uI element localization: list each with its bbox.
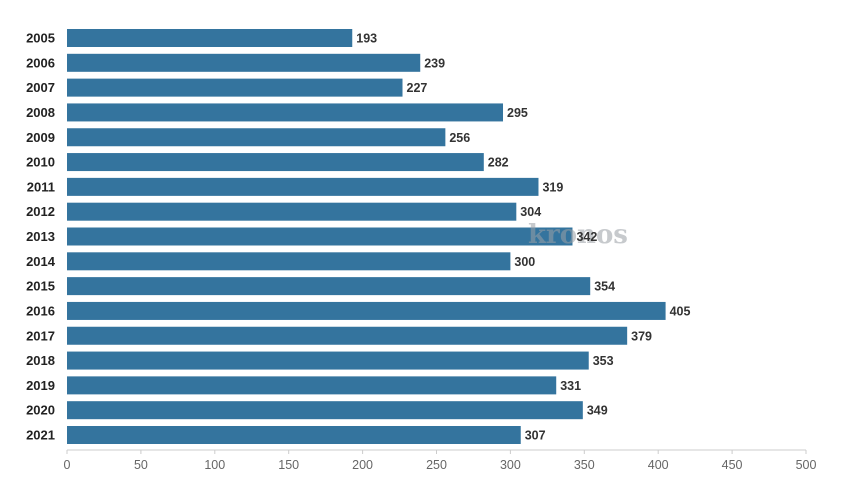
category-label-2014: 2014 <box>26 254 56 269</box>
value-label-2006: 239 <box>424 56 445 70</box>
bar-2015 <box>67 277 591 296</box>
value-label-2019: 331 <box>560 379 581 393</box>
category-label-2009: 2009 <box>26 130 55 145</box>
bar-2017 <box>67 326 628 345</box>
value-label-2005: 193 <box>356 32 377 46</box>
value-label-2020: 349 <box>587 404 608 418</box>
value-label-2012: 304 <box>520 205 541 219</box>
category-label-2021: 2021 <box>26 428 55 443</box>
bar-2021 <box>67 426 521 444</box>
bar-2009 <box>67 128 446 147</box>
value-label-2008: 295 <box>507 106 528 120</box>
category-label-2005: 2005 <box>26 31 55 46</box>
category-label-2010: 2010 <box>26 155 55 170</box>
x-tick-label-100: 100 <box>204 458 225 472</box>
bar-2019 <box>67 376 557 395</box>
watermark: kronos <box>528 220 628 250</box>
x-tick-label-500: 500 <box>796 458 817 472</box>
bar-2014 <box>67 252 511 271</box>
value-label-2014: 300 <box>514 255 535 269</box>
bar-2012 <box>67 202 517 221</box>
bar-2020 <box>67 401 583 420</box>
value-label-2007: 227 <box>407 81 428 95</box>
x-tick-label-0: 0 <box>64 458 71 472</box>
category-label-2012: 2012 <box>26 204 55 219</box>
x-tick-label-150: 150 <box>278 458 299 472</box>
value-label-2010: 282 <box>488 156 509 170</box>
bar-2010 <box>67 153 484 172</box>
category-label-2017: 2017 <box>26 328 55 343</box>
x-tick-label-400: 400 <box>648 458 669 472</box>
x-tick-label-450: 450 <box>722 458 743 472</box>
x-tick-label-350: 350 <box>574 458 595 472</box>
category-label-2011: 2011 <box>27 179 55 194</box>
category-label-2015: 2015 <box>26 279 55 294</box>
bar-2018 <box>67 351 589 370</box>
x-tick-label-250: 250 <box>426 458 447 472</box>
bar-2011 <box>67 177 539 196</box>
value-label-2009: 256 <box>449 131 470 145</box>
value-label-2013: 342 <box>576 230 597 244</box>
category-label-2018: 2018 <box>26 353 55 368</box>
category-label-2016: 2016 <box>26 303 55 318</box>
category-label-2007: 2007 <box>26 80 55 95</box>
category-label-2020: 2020 <box>26 403 55 418</box>
bar-2006 <box>67 53 421 72</box>
bar-2013 <box>67 227 573 246</box>
value-label-2021: 307 <box>525 429 546 443</box>
value-label-2011: 319 <box>542 180 563 194</box>
x-axis-ticks: 0 50 100 150 200 250 300 350 400 450 500 <box>64 450 817 472</box>
bar-2005 <box>67 29 353 47</box>
value-label-2017: 379 <box>631 329 652 343</box>
labels-layer: 2005 193 2006 239 2007 227 2008 295 2009 256 2010 2… <box>26 31 690 443</box>
bar-2008 <box>67 103 504 122</box>
category-label-2013: 2013 <box>26 229 55 244</box>
bars-layer <box>67 29 666 444</box>
category-label-2019: 2019 <box>26 378 55 393</box>
bar-2016 <box>67 301 666 320</box>
bar-2007 <box>67 78 403 97</box>
category-label-2008: 2008 <box>26 105 55 120</box>
value-label-2018: 353 <box>593 354 614 368</box>
x-tick-label-200: 200 <box>352 458 373 472</box>
value-label-2015: 354 <box>594 280 615 294</box>
x-tick-label-50: 50 <box>134 458 148 472</box>
x-tick-label-300: 300 <box>500 458 521 472</box>
value-label-2016: 405 <box>670 304 691 318</box>
category-label-2006: 2006 <box>26 55 55 70</box>
